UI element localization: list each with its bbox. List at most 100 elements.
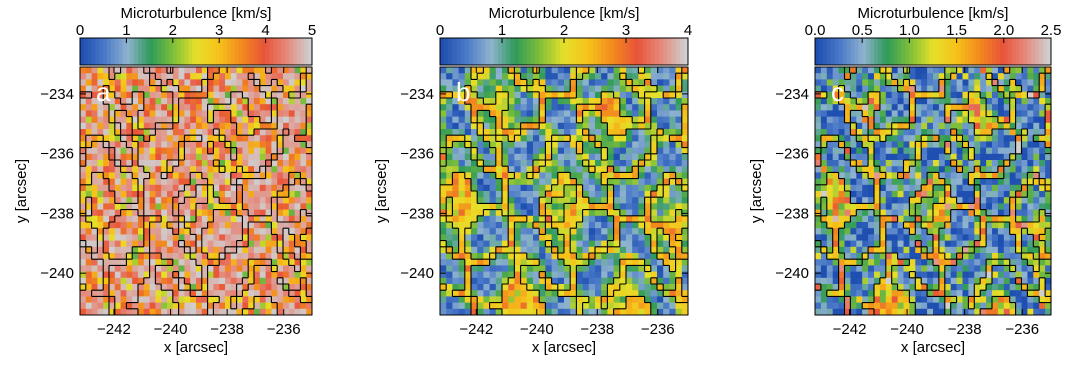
heatmap-cell bbox=[1015, 253, 1022, 260]
heatmap-cell bbox=[815, 284, 822, 291]
colorbar-tick-label: 0 bbox=[436, 22, 444, 39]
heatmap-cell bbox=[644, 228, 652, 235]
heatmap-cell bbox=[440, 166, 447, 173]
heatmap-cell bbox=[613, 98, 621, 105]
heatmap-cell bbox=[196, 240, 203, 248]
heatmap-cell bbox=[242, 222, 249, 229]
heatmap-cell bbox=[681, 98, 689, 105]
heatmap-cell bbox=[283, 141, 290, 148]
heatmap-cell bbox=[178, 228, 185, 235]
heatmap-cell bbox=[143, 271, 150, 279]
heatmap-cell bbox=[248, 222, 255, 229]
heatmap-cell bbox=[632, 91, 639, 99]
heatmap-cell bbox=[300, 184, 307, 192]
heatmap-cell bbox=[464, 191, 472, 198]
heatmap-cell bbox=[190, 197, 197, 204]
heatmap-cell bbox=[143, 296, 150, 303]
heatmap-cell bbox=[1039, 203, 1046, 210]
heatmap-cell bbox=[956, 215, 963, 223]
heatmap-cell bbox=[675, 265, 683, 272]
heatmap-cell bbox=[242, 184, 249, 192]
heatmap-cell bbox=[938, 265, 946, 272]
heatmap-cell bbox=[184, 259, 191, 266]
heatmap-cell bbox=[242, 85, 249, 93]
heatmap-cell bbox=[120, 302, 127, 310]
heatmap-cell bbox=[265, 302, 272, 310]
heatmap-cell bbox=[184, 166, 191, 173]
heatmap-cell bbox=[551, 265, 559, 272]
heatmap-cell bbox=[277, 172, 284, 179]
heatmap-cell bbox=[885, 178, 893, 186]
heatmap-cell bbox=[962, 98, 969, 105]
heatmap-cell bbox=[143, 265, 150, 272]
heatmap-cell bbox=[626, 246, 633, 254]
heatmap-cell bbox=[950, 253, 957, 260]
heatmap-cell bbox=[109, 259, 116, 266]
heatmap-cell bbox=[219, 141, 226, 148]
heatmap-cell bbox=[632, 228, 639, 235]
heatmap-cell bbox=[230, 265, 237, 272]
heatmap-cell bbox=[271, 160, 278, 167]
heatmap-cell bbox=[885, 147, 893, 155]
heatmap-cell bbox=[1045, 129, 1052, 136]
heatmap-cell bbox=[862, 259, 869, 266]
heatmap-cell bbox=[933, 98, 940, 105]
heatmap-cell bbox=[132, 228, 139, 235]
heatmap-cell bbox=[440, 110, 447, 117]
heatmap-cell bbox=[868, 246, 875, 254]
heatmap-cell bbox=[933, 178, 940, 186]
heatmap-cell bbox=[595, 277, 602, 285]
heatmap-cell bbox=[607, 116, 614, 124]
heatmap-cell bbox=[909, 246, 916, 254]
heatmap-cell bbox=[944, 91, 952, 99]
heatmap-cell bbox=[477, 203, 484, 210]
heatmap-cell bbox=[446, 197, 453, 204]
heatmap-cell bbox=[306, 98, 313, 105]
heatmap-cell bbox=[576, 234, 583, 241]
heatmap-cell bbox=[149, 246, 156, 254]
heatmap-cell bbox=[201, 215, 208, 223]
heatmap-cell bbox=[167, 197, 174, 204]
heatmap-cell bbox=[974, 259, 981, 266]
heatmap-cell bbox=[85, 296, 92, 303]
colorbar-swatch bbox=[564, 38, 569, 65]
heatmap-cell bbox=[613, 209, 621, 217]
heatmap-cell bbox=[126, 135, 133, 142]
heatmap-cell bbox=[832, 135, 839, 142]
heatmap-cell bbox=[826, 246, 834, 254]
heatmap-cell bbox=[856, 122, 863, 130]
heatmap-cell bbox=[452, 228, 459, 235]
heatmap-cell bbox=[520, 129, 528, 136]
heatmap-cell bbox=[938, 141, 946, 148]
heatmap-cell bbox=[143, 160, 150, 167]
heatmap-cell bbox=[1015, 116, 1022, 124]
heatmap-cell bbox=[856, 290, 863, 297]
heatmap-cell bbox=[626, 172, 633, 179]
heatmap-cell bbox=[120, 259, 127, 266]
heatmap-cell bbox=[576, 277, 583, 285]
heatmap-cell bbox=[915, 259, 922, 266]
heatmap-cell bbox=[980, 246, 987, 254]
heatmap-cell bbox=[632, 271, 639, 279]
heatmap-cell bbox=[230, 104, 237, 111]
heatmap-cell bbox=[815, 290, 822, 297]
heatmap-cell bbox=[915, 277, 922, 285]
heatmap-cell bbox=[962, 153, 969, 161]
heatmap-cell bbox=[201, 85, 208, 93]
heatmap-cell bbox=[103, 178, 110, 186]
heatmap-cell bbox=[265, 129, 272, 136]
heatmap-cell bbox=[595, 85, 602, 93]
colorbar-swatch bbox=[273, 38, 278, 65]
heatmap-cell bbox=[225, 166, 232, 173]
heatmap-cell bbox=[675, 308, 683, 316]
heatmap-cell bbox=[294, 290, 301, 297]
heatmap-cell bbox=[143, 215, 150, 223]
heatmap-cell bbox=[502, 91, 509, 99]
heatmap-cell bbox=[495, 277, 503, 285]
colorbar-swatch bbox=[257, 38, 263, 65]
heatmap-cell bbox=[885, 253, 893, 260]
heatmap-cell bbox=[471, 91, 478, 99]
heatmap-cell bbox=[613, 234, 621, 241]
heatmap-cell bbox=[607, 73, 614, 80]
heatmap-cell bbox=[897, 73, 904, 80]
